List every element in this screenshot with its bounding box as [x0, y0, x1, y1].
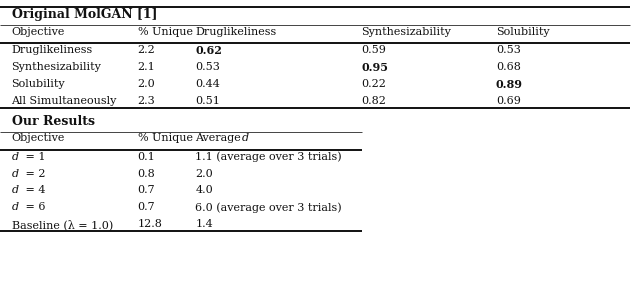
Text: 12.8: 12.8	[138, 219, 163, 229]
Text: 0.62: 0.62	[195, 45, 222, 56]
Text: 0.8: 0.8	[138, 168, 156, 178]
Text: Our Results: Our Results	[12, 115, 95, 128]
Text: = 6: = 6	[22, 202, 45, 212]
Text: Objective: Objective	[12, 133, 65, 143]
Text: 0.59: 0.59	[362, 45, 387, 55]
Text: 0.53: 0.53	[496, 45, 521, 55]
Text: 1.1 (average over 3 trials): 1.1 (average over 3 trials)	[195, 152, 342, 162]
Text: = 4: = 4	[22, 185, 45, 195]
Text: 2.3: 2.3	[138, 95, 156, 105]
Text: 2.0: 2.0	[138, 79, 156, 89]
Text: 0.1: 0.1	[138, 152, 156, 162]
Text: 0.68: 0.68	[496, 62, 521, 72]
Text: 1.4: 1.4	[195, 219, 213, 229]
Text: % Unique: % Unique	[138, 27, 193, 36]
Text: 2.0: 2.0	[195, 168, 213, 178]
Text: 0.69: 0.69	[496, 95, 521, 105]
Text: d: d	[12, 168, 19, 178]
Text: d: d	[12, 152, 19, 162]
Text: Druglikeliness: Druglikeliness	[195, 27, 276, 36]
Text: 0.82: 0.82	[362, 95, 387, 105]
Text: Druglikeliness: Druglikeliness	[12, 45, 93, 55]
Text: 2.2: 2.2	[138, 45, 156, 55]
Text: Original MolGAN [1]: Original MolGAN [1]	[12, 8, 157, 21]
Text: All Simultaneously: All Simultaneously	[12, 95, 117, 105]
Text: Baseline (λ = 1.0): Baseline (λ = 1.0)	[12, 219, 113, 230]
Text: Solubility: Solubility	[496, 27, 550, 36]
Text: d: d	[12, 185, 19, 195]
Text: = 1: = 1	[22, 152, 45, 162]
Text: 4.0: 4.0	[195, 185, 213, 195]
Text: Objective: Objective	[12, 27, 65, 36]
Text: 0.7: 0.7	[138, 185, 156, 195]
Text: 0.7: 0.7	[138, 202, 156, 212]
Text: d: d	[242, 133, 249, 143]
Text: 2.1: 2.1	[138, 62, 156, 72]
Text: 0.51: 0.51	[195, 95, 220, 105]
Text: = 2: = 2	[22, 168, 45, 178]
Text: % Unique: % Unique	[138, 133, 193, 143]
Text: Solubility: Solubility	[12, 79, 65, 89]
Text: Average: Average	[195, 133, 244, 143]
Text: 6.0 (average over 3 trials): 6.0 (average over 3 trials)	[195, 202, 342, 213]
Text: 0.89: 0.89	[496, 79, 523, 90]
Text: 0.53: 0.53	[195, 62, 220, 72]
Text: 0.95: 0.95	[362, 62, 388, 73]
Text: d: d	[12, 202, 19, 212]
Text: Synthesizability: Synthesizability	[12, 62, 101, 72]
Text: 0.44: 0.44	[195, 79, 220, 89]
Text: Synthesizability: Synthesizability	[362, 27, 451, 36]
Text: 0.22: 0.22	[362, 79, 387, 89]
